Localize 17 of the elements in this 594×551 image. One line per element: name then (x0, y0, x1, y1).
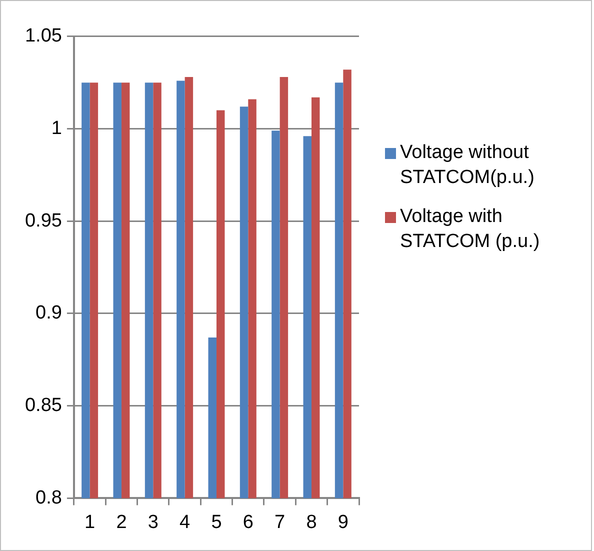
y-tick-label: 0.8 (36, 487, 62, 508)
y-tick-label: 0.9 (36, 302, 62, 324)
y-tick-label: 1.05 (24, 26, 62, 47)
y-tick-label: 0.95 (24, 210, 62, 232)
x-tick-label: 7 (274, 512, 286, 533)
x-tick-label: 4 (180, 512, 191, 533)
x-tick-label: 9 (338, 512, 348, 533)
y-tick-label: 0.85 (24, 395, 62, 416)
x-tick-label: 1 (84, 512, 96, 533)
legend-label: Voltage with STATCOM (p.u.) (400, 205, 540, 254)
x-tick-label: 8 (306, 512, 317, 533)
y-tick-label: 1 (51, 118, 62, 139)
x-tick-label: 3 (148, 512, 158, 533)
x-tick-label: 5 (211, 512, 222, 533)
x-tick-label: 6 (242, 512, 254, 533)
legend-label: Voltage without STATCOM(p.u.) (400, 141, 536, 190)
x-tick-label: 2 (116, 512, 127, 533)
